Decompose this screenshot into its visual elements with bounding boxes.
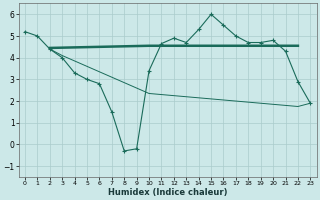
X-axis label: Humidex (Indice chaleur): Humidex (Indice chaleur) xyxy=(108,188,228,197)
